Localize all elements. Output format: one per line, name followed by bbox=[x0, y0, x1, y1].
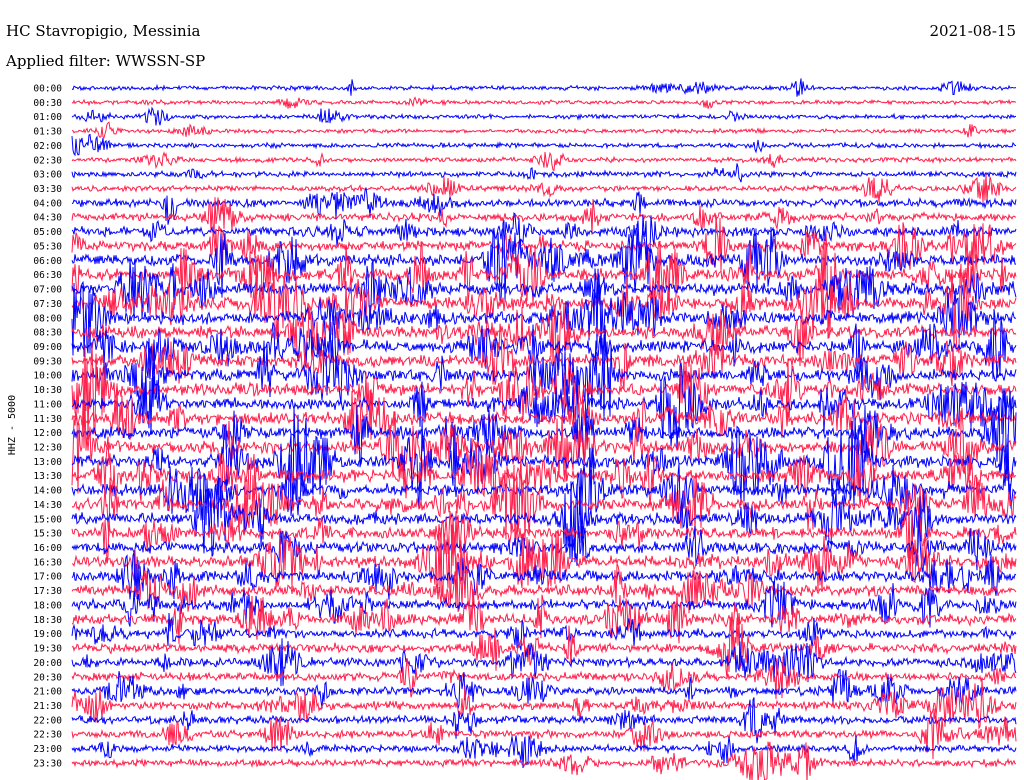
trace-row-0100 bbox=[71, 106, 1017, 126]
time-label-1600: 16:00 bbox=[33, 543, 62, 554]
trace-row-1730 bbox=[71, 562, 1017, 614]
time-label-0930: 09:30 bbox=[33, 356, 62, 367]
trace-row-2300 bbox=[71, 735, 1017, 769]
time-label-0330: 03:30 bbox=[33, 184, 62, 195]
time-label-1500: 15:00 bbox=[33, 514, 62, 525]
time-label-1330: 13:30 bbox=[33, 471, 62, 482]
time-label-0430: 04:30 bbox=[33, 213, 62, 224]
trace-row-1100 bbox=[71, 362, 1017, 450]
trace-row-0900 bbox=[71, 308, 1017, 379]
time-label-0400: 04:00 bbox=[33, 198, 62, 209]
time-label-0500: 05:00 bbox=[33, 227, 62, 238]
time-label-0100: 01:00 bbox=[33, 112, 62, 123]
trace-row-1000 bbox=[71, 325, 1017, 422]
trace-row-1400 bbox=[71, 447, 1017, 527]
time-tick-labels: 00:00 00:30 01:00 01:30 02:00 02:30 03:00 03:30… bbox=[33, 84, 62, 770]
time-label-1530: 15:30 bbox=[33, 529, 62, 540]
trace-row-2130 bbox=[71, 679, 1017, 730]
trace-row-0300 bbox=[71, 163, 1017, 183]
trace-row-0200 bbox=[71, 133, 1017, 157]
trace-row-2330 bbox=[71, 741, 1017, 780]
time-label-0700: 07:00 bbox=[33, 285, 62, 296]
trace-row-0730 bbox=[71, 263, 1017, 354]
trace-row-2230 bbox=[71, 708, 1017, 760]
time-label-1000: 10:00 bbox=[33, 371, 62, 382]
trace-row-0600 bbox=[71, 220, 1016, 303]
time-label-1800: 18:00 bbox=[33, 600, 62, 611]
trace-row-1330 bbox=[71, 436, 1017, 506]
trace-row-0400 bbox=[71, 187, 1017, 225]
time-label-2230: 22:30 bbox=[33, 730, 62, 741]
trace-row-0000 bbox=[71, 78, 1017, 97]
time-label-0630: 06:30 bbox=[33, 270, 62, 281]
time-label-2100: 21:00 bbox=[33, 687, 62, 698]
time-label-0030: 00:30 bbox=[33, 98, 62, 109]
trace-row-0930 bbox=[71, 323, 1017, 391]
time-label-0900: 09:00 bbox=[33, 342, 62, 353]
seismic-traces bbox=[71, 78, 1017, 780]
trace-row-1130 bbox=[71, 383, 1017, 454]
time-label-1130: 11:30 bbox=[33, 414, 62, 425]
time-label-1830: 18:30 bbox=[33, 615, 62, 626]
time-label-0230: 02:30 bbox=[33, 155, 62, 166]
time-label-1200: 12:00 bbox=[33, 428, 62, 439]
trace-row-2000 bbox=[71, 638, 1017, 687]
trace-row-1600 bbox=[71, 514, 1017, 573]
time-label-0130: 01:30 bbox=[33, 127, 62, 138]
time-label-2030: 20:30 bbox=[33, 672, 62, 683]
trace-row-0530 bbox=[71, 214, 1017, 272]
trace-row-0700 bbox=[71, 259, 1017, 321]
time-label-1230: 12:30 bbox=[33, 443, 62, 454]
time-label-1400: 14:00 bbox=[33, 486, 62, 497]
station-title: HC Stavropigio, Messinia bbox=[6, 22, 201, 40]
trace-row-0330 bbox=[71, 173, 1017, 203]
time-label-1700: 17:00 bbox=[33, 572, 62, 583]
trace-row-2200 bbox=[71, 697, 1017, 744]
time-label-1100: 11:00 bbox=[33, 399, 62, 410]
trace-row-0800 bbox=[71, 268, 1017, 357]
trace-row-1930 bbox=[71, 616, 1017, 678]
time-label-2200: 22:00 bbox=[33, 715, 62, 726]
time-label-1900: 19:00 bbox=[33, 629, 62, 640]
time-label-0000: 00:00 bbox=[33, 84, 62, 95]
time-label-1730: 17:30 bbox=[33, 586, 62, 597]
time-label-2000: 20:00 bbox=[33, 658, 62, 669]
trace-row-0030 bbox=[71, 96, 1017, 109]
time-label-2330: 23:30 bbox=[33, 758, 62, 769]
time-label-1630: 16:30 bbox=[33, 557, 62, 568]
time-label-1300: 13:00 bbox=[33, 457, 62, 468]
time-label-0730: 07:30 bbox=[33, 299, 62, 310]
filter-label: Applied filter: WWSSN-SP bbox=[5, 52, 205, 70]
trace-row-2030 bbox=[71, 656, 1017, 700]
time-label-1430: 14:30 bbox=[33, 500, 62, 511]
trace-row-1500 bbox=[71, 477, 1017, 563]
trace-row-1830 bbox=[71, 588, 1017, 645]
time-label-0800: 08:00 bbox=[33, 313, 62, 324]
trace-row-1800 bbox=[71, 580, 1017, 628]
time-label-0830: 08:30 bbox=[33, 328, 62, 339]
trace-row-0230 bbox=[71, 151, 1017, 172]
trace-row-0630 bbox=[71, 233, 1017, 339]
date-label: 2021-08-15 bbox=[930, 22, 1016, 40]
trace-row-1700 bbox=[71, 552, 1017, 600]
time-label-0600: 06:00 bbox=[33, 256, 62, 267]
time-label-2300: 23:00 bbox=[33, 744, 62, 755]
trace-row-0430 bbox=[71, 197, 1017, 237]
time-label-0300: 03:00 bbox=[33, 170, 62, 181]
time-label-1030: 10:30 bbox=[33, 385, 62, 396]
channel-axis-label: HHZ - 5000 bbox=[7, 395, 18, 455]
trace-row-1030 bbox=[71, 342, 1017, 440]
trace-row-1530 bbox=[71, 507, 1017, 566]
trace-row-0500 bbox=[71, 212, 1017, 261]
time-label-0530: 05:30 bbox=[33, 241, 62, 252]
trace-row-1900 bbox=[71, 612, 1017, 651]
trace-row-0130 bbox=[71, 121, 1017, 139]
trace-row-2100 bbox=[71, 669, 1017, 709]
time-label-0200: 02:00 bbox=[33, 141, 62, 152]
time-label-1930: 19:30 bbox=[33, 644, 62, 655]
time-label-2130: 21:30 bbox=[33, 701, 62, 712]
